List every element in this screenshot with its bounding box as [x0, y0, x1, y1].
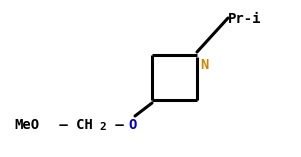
Text: N: N — [200, 58, 208, 72]
Text: 2: 2 — [99, 122, 106, 132]
Text: —: — — [107, 118, 132, 132]
Text: Pr-i: Pr-i — [228, 12, 262, 26]
Text: — CH: — CH — [51, 118, 101, 132]
Text: MeO: MeO — [14, 118, 39, 132]
Text: O: O — [128, 118, 136, 132]
